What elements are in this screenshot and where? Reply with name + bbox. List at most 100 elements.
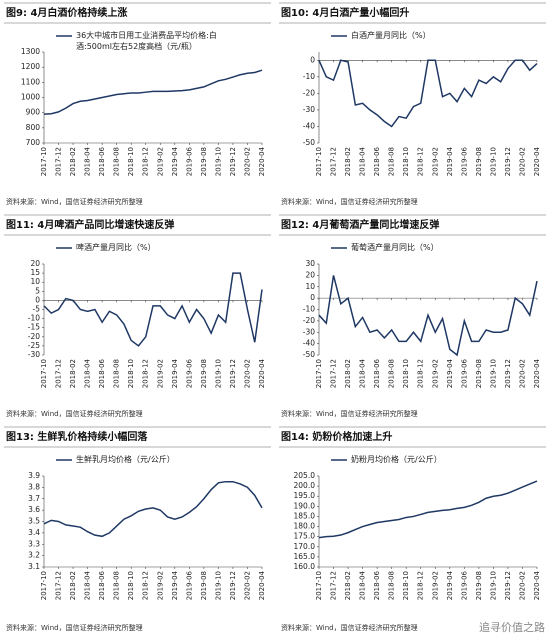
y-tick-label: 185.0 (294, 511, 316, 520)
x-tick-label: 2019-10 (489, 359, 497, 388)
y-tick-label: 200.0 (294, 481, 316, 490)
legend-box: 啤酒产量月同比（%） (76, 243, 156, 252)
x-tick-label: 2017-10 (315, 147, 323, 176)
y-tick-label: 205.0 (294, 471, 316, 480)
x-tick-label: 2018-06 (98, 570, 106, 600)
x-tick-label: 2020-04 (258, 358, 266, 388)
series-line (318, 275, 538, 357)
x-tick-label: 2018-08 (113, 147, 121, 176)
y-tick-label: -30 (303, 105, 315, 114)
y-tick-label: 1000 (21, 93, 40, 102)
x-tick-label: 2017-12 (330, 359, 338, 388)
source: 资料来源：Wind，国信证券经济研究所整理 (6, 197, 143, 206)
y-tick-label: 15 (30, 268, 40, 277)
x-tick-label: 2017-12 (55, 359, 63, 388)
y-tick-label: 3.5 (28, 517, 40, 526)
x-tick-label: 2018-02 (69, 147, 77, 176)
x-tick-label: 2020-02 (243, 359, 251, 388)
x-tick-label: 2018-08 (388, 147, 396, 176)
x-tick-label: 2018-04 (84, 358, 92, 388)
x-tick-label: 2017-10 (40, 359, 48, 388)
y-tick-label: -10 (303, 72, 315, 81)
x-tick-label: 2019-12 (504, 359, 512, 388)
legend-box: 生鲜乳月均价格（元/公斤） (76, 455, 175, 464)
series-line (43, 69, 263, 115)
x-tick-label: 2019-06 (460, 358, 468, 388)
y-tick-label: 10 (305, 282, 315, 291)
y-tick-label: 3.9 (28, 471, 40, 480)
x-tick-label: 2018-10 (127, 147, 135, 176)
panel-title: 图9: 4月白酒价格持续上涨 (6, 6, 127, 19)
watermark: 追寻价值之路 (479, 620, 545, 634)
x-tick-label: 2019-04 (446, 570, 454, 600)
x-tick-label: 2020-02 (518, 359, 526, 388)
y-tick-label: 1100 (21, 77, 40, 86)
x-tick-label: 2019-08 (200, 147, 208, 176)
y-tick-label: 1200 (21, 62, 40, 71)
x-tick-label: 2018-12 (417, 359, 425, 388)
x-tick-label: 2019-06 (460, 146, 468, 176)
x-tick-label: 2019-02 (431, 147, 439, 176)
x-tick-label: 2019-08 (475, 359, 483, 388)
x-tick-label: 2019-02 (431, 571, 439, 600)
series-line (43, 480, 263, 538)
x-tick-label: 2019-04 (171, 358, 179, 388)
x-tick-label: 2019-12 (504, 147, 512, 176)
source: 资料来源：Wind，国信证券经济研究所整理 (6, 623, 143, 632)
x-tick-label: 2019-10 (214, 147, 222, 176)
y-tick-label: 170.0 (294, 542, 316, 551)
y-tick-label: 3.8 (28, 482, 40, 491)
panel-title: 图11: 4月啤酒产品同比增速快速反弹 (6, 218, 174, 231)
source: 资料来源：Wind，国信证券经济研究所整理 (281, 409, 418, 418)
y-tick-label: -50 (303, 138, 315, 147)
x-tick-label: 2018-12 (142, 359, 150, 388)
x-tick-label: 2019-10 (489, 571, 497, 600)
x-tick-label: 2018-04 (84, 146, 92, 176)
y-tick-label: -25 (28, 341, 40, 350)
series-line (318, 480, 538, 539)
legend-box: 白酒产量月同比（%） (351, 31, 431, 40)
x-tick-label: 2018-10 (127, 359, 135, 388)
x-tick-label: 2018-02 (69, 359, 77, 388)
x-tick-label: 2018-08 (388, 359, 396, 388)
x-tick-label: 2018-06 (373, 570, 381, 600)
x-tick-label: 2020-04 (533, 146, 541, 176)
y-tick-label: -20 (303, 88, 315, 97)
y-tick-label: 3.3 (28, 539, 40, 548)
x-tick-label: 2018-02 (344, 359, 352, 388)
x-tick-label: 2018-08 (113, 571, 121, 600)
y-tick-label: 30 (305, 259, 315, 268)
x-tick-label: 2019-06 (185, 570, 193, 600)
x-tick-label: 2019-02 (431, 359, 439, 388)
x-tick-label: 2020-02 (243, 147, 251, 176)
x-tick-label: 2019-06 (185, 358, 193, 388)
series-line (318, 59, 538, 128)
legend-label: 白酒产量月同比（%） (351, 31, 431, 40)
x-tick-label: 2018-06 (373, 358, 381, 388)
x-tick-label: 2020-02 (243, 571, 251, 600)
x-tick-label: 2017-10 (40, 571, 48, 600)
x-tick-label: 2019-02 (156, 571, 164, 600)
x-tick-label: 2019-12 (229, 147, 237, 176)
source: 资料来源：Wind，国信证券经济研究所整理 (6, 409, 143, 418)
legend-label: 36大中城市日用工业消费品平均价格:白酒:500ml左右52度高档（元/瓶） (76, 31, 217, 51)
y-tick-label: 160.0 (294, 562, 316, 571)
y-tick-label: -30 (303, 327, 315, 336)
x-tick-label: 2020-02 (518, 147, 526, 176)
x-tick-label: 2018-08 (388, 571, 396, 600)
y-tick-label: 700 (26, 138, 41, 147)
y-tick-label: 800 (26, 123, 41, 132)
panel-title: 图12: 4月葡萄酒产量同比增速反弹 (281, 218, 439, 231)
x-tick-label: 2019-10 (214, 571, 222, 600)
y-tick-label: -20 (303, 316, 315, 325)
legend-box: 奶粉月均价格（元/公斤） (351, 455, 442, 464)
y-tick-label: 3.6 (28, 505, 40, 514)
y-tick-label: 195.0 (294, 491, 316, 500)
legend-box: 36大中城市日用工业消费品平均价格:白酒:500ml左右52度高档（元/瓶） (76, 31, 217, 51)
panel-title: 图14: 奶粉价格加速上升 (281, 430, 392, 443)
x-tick-label: 2019-12 (229, 571, 237, 600)
y-tick-label: -10 (303, 305, 315, 314)
x-tick-label: 2019-04 (446, 358, 454, 388)
x-tick-label: 2019-04 (171, 570, 179, 600)
x-tick-label: 2017-12 (55, 147, 63, 176)
